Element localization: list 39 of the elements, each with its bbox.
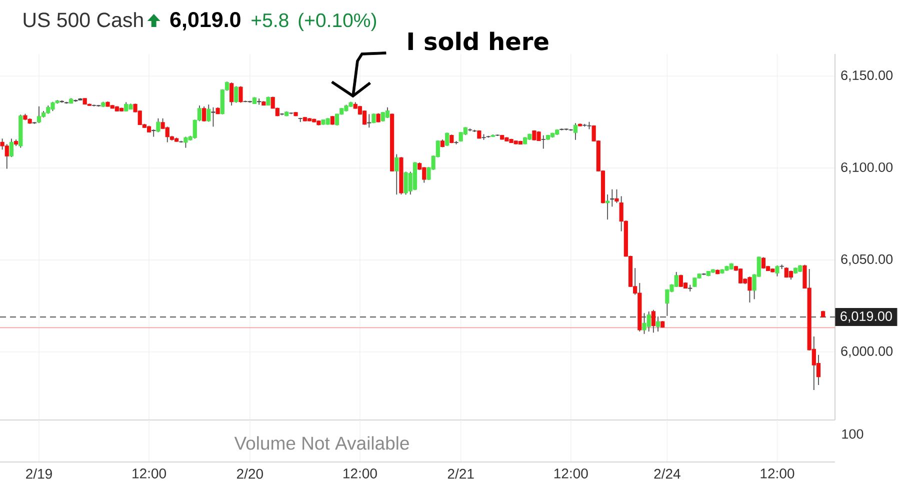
candlestick bbox=[211, 106, 216, 128]
candlestick bbox=[541, 134, 546, 150]
candlestick bbox=[445, 132, 450, 146]
candlestick bbox=[36, 106, 42, 124]
candlestick bbox=[656, 316, 660, 332]
y-tick-label: 6,150.00 bbox=[841, 70, 893, 82]
x-tick-label: 2/21 bbox=[448, 468, 474, 479]
candlestick bbox=[152, 128, 156, 138]
x-tick-label: 12:00 bbox=[344, 468, 377, 478]
x-tick-label: 2/19 bbox=[26, 468, 52, 479]
x-tick-label: 2/20 bbox=[236, 468, 263, 479]
y-tick-label: 6,100.00 bbox=[841, 162, 893, 174]
candlestick bbox=[651, 309, 656, 334]
x-tick-label: 2/24 bbox=[654, 468, 680, 479]
candlestick bbox=[124, 102, 128, 112]
text: 100 bbox=[842, 429, 864, 439]
x-tick-label: 12:00 bbox=[554, 468, 588, 478]
candlestick bbox=[367, 114, 372, 128]
text: +5.8 bbox=[252, 13, 288, 28]
x-tick-label: 12:00 bbox=[132, 468, 166, 478]
candlestick bbox=[788, 270, 794, 280]
text: Volume Not Available bbox=[234, 436, 409, 450]
chart-title: US 500 Cash bbox=[24, 12, 143, 28]
ref-line-label: 6,019.00 bbox=[840, 311, 892, 323]
candlestick bbox=[257, 98, 262, 106]
text: (+0.10%) bbox=[298, 12, 376, 32]
candlestick bbox=[573, 122, 578, 140]
y-tick-label: 6,000.00 bbox=[841, 346, 893, 358]
x-tick-label: 12:00 bbox=[760, 468, 794, 478]
candlestick bbox=[362, 110, 367, 126]
y-tick-label: 6,050.00 bbox=[841, 254, 893, 266]
candlestick bbox=[230, 82, 234, 106]
candlestick bbox=[202, 106, 206, 122]
text: I sold here bbox=[408, 32, 548, 50]
candlestick bbox=[9, 138, 14, 158]
text: 6,019.0 bbox=[170, 12, 240, 30]
candlestick bbox=[394, 154, 399, 195]
candlestick bbox=[234, 86, 238, 104]
candlestick bbox=[688, 284, 692, 292]
